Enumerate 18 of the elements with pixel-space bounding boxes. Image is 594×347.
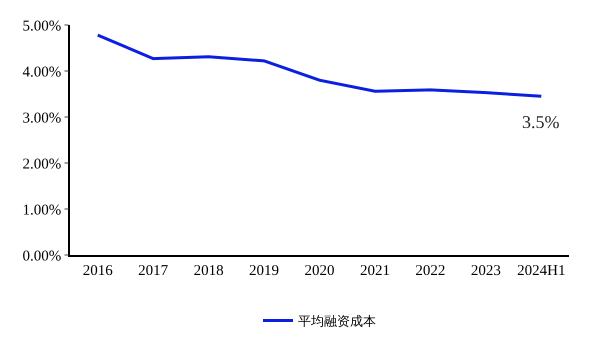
- y-tick-label: 0.00%: [22, 248, 62, 264]
- legend-label: 平均融资成本: [298, 314, 376, 330]
- y-tick-label: 4.00%: [22, 64, 62, 80]
- line-series: [96, 34, 543, 98]
- x-tick-label: 2021: [360, 262, 390, 279]
- annotation: 3.5%: [522, 112, 560, 132]
- y-tick-label: 5.00%: [22, 18, 62, 34]
- x-tick-label: 2019: [249, 262, 280, 279]
- y-tick-label: 2.00%: [22, 156, 62, 172]
- y-tick-label: 1.00%: [22, 202, 62, 218]
- x-tick-label: 2018: [194, 262, 224, 279]
- x-tick-label: 2024H1: [517, 262, 566, 279]
- x-tick-label: 2017: [138, 262, 169, 279]
- x-tick-label: 2020: [304, 262, 334, 279]
- x-tick-label: 2016: [82, 262, 114, 279]
- x-tick-label: 2023: [470, 262, 501, 279]
- x-tick-label: 2022: [415, 262, 446, 279]
- y-tick-label: 3.00%: [22, 110, 62, 126]
